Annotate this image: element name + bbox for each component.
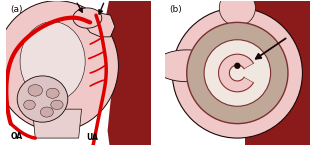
Ellipse shape xyxy=(28,85,42,96)
Text: OA: OA xyxy=(11,132,23,141)
Ellipse shape xyxy=(73,8,102,28)
Ellipse shape xyxy=(40,107,53,117)
Polygon shape xyxy=(219,54,254,92)
Ellipse shape xyxy=(20,22,85,101)
Text: (b): (b) xyxy=(169,5,182,14)
Ellipse shape xyxy=(46,88,59,98)
Polygon shape xyxy=(32,109,82,138)
Circle shape xyxy=(187,22,288,124)
Ellipse shape xyxy=(24,100,35,110)
Ellipse shape xyxy=(17,76,68,122)
Polygon shape xyxy=(86,12,115,37)
Circle shape xyxy=(234,63,240,69)
Text: UA: UA xyxy=(86,133,98,142)
Ellipse shape xyxy=(0,1,118,131)
Ellipse shape xyxy=(51,100,63,110)
Ellipse shape xyxy=(154,50,219,82)
Ellipse shape xyxy=(219,0,255,26)
Wedge shape xyxy=(244,64,256,82)
Polygon shape xyxy=(105,0,158,146)
Polygon shape xyxy=(245,1,316,145)
Circle shape xyxy=(172,8,302,138)
Circle shape xyxy=(204,40,270,106)
Text: (a): (a) xyxy=(11,5,23,14)
